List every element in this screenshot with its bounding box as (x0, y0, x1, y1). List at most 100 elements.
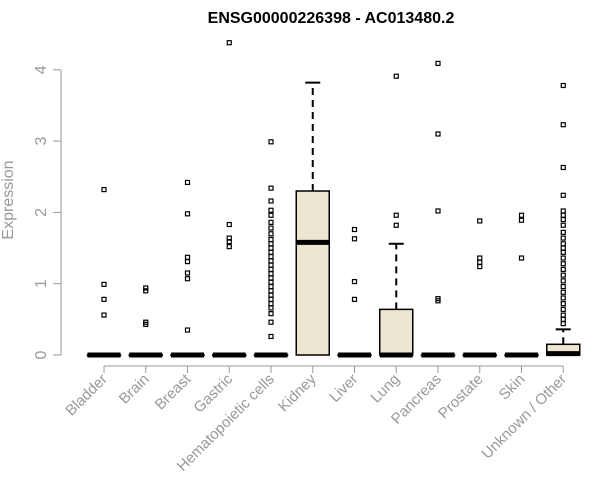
outlier-point (560, 261, 566, 267)
outlier-point (560, 272, 566, 278)
box-brain (128, 285, 163, 358)
outlier-point (268, 198, 274, 204)
outlier-point (560, 266, 566, 273)
x-category-label: Bladder (62, 371, 111, 420)
outlier-point (351, 226, 358, 233)
outlier-point (268, 185, 274, 191)
outlier-point (351, 296, 358, 302)
y-tick-label: 4 (33, 65, 50, 74)
outlier-point (268, 207, 274, 213)
outlier-point (560, 301, 566, 307)
outlier-point (184, 276, 191, 282)
outlier-point (518, 255, 525, 261)
outlier-point (560, 164, 566, 171)
outlier-point (268, 139, 274, 145)
outlier-point (351, 278, 358, 285)
outlier-point (477, 259, 483, 265)
outlier-point (268, 301, 274, 307)
outlier-point (560, 208, 566, 214)
x-category-label: Brain (116, 371, 153, 408)
outlier-point (393, 222, 399, 228)
x-category-label: Skin (496, 371, 529, 404)
outlier-point (143, 288, 149, 294)
outlier-point (268, 219, 274, 225)
outlier-point (268, 275, 274, 281)
outlier-point (268, 262, 274, 268)
outlier-point (560, 283, 566, 290)
outlier-point (351, 236, 358, 242)
outlier-point (268, 311, 274, 317)
outlier-point (184, 179, 191, 186)
outlier-point (143, 321, 149, 327)
outlier-point (560, 312, 566, 318)
outlier-point (184, 258, 191, 265)
y-tick-label: 2 (33, 208, 50, 217)
outlier-point (101, 186, 107, 193)
outlier-point (184, 270, 191, 276)
outlier-point (560, 222, 566, 228)
outlier-point (268, 271, 274, 277)
outlier-point (477, 263, 483, 270)
outlier-point (560, 295, 566, 301)
outlier-point (435, 298, 441, 304)
outlier-point (268, 258, 274, 264)
y-tick-label: 0 (33, 350, 50, 359)
outlier-point (560, 82, 566, 89)
outlier-point (268, 296, 274, 302)
outlier-point (435, 60, 441, 66)
outlier-point (268, 254, 274, 260)
outlier-point (560, 216, 566, 223)
y-tick-label: 1 (33, 279, 50, 288)
outlier-point (226, 40, 232, 46)
x-category-label: Kidney (275, 370, 320, 415)
outlier-point (101, 312, 107, 318)
outlier-point (184, 211, 191, 217)
outlier-point (268, 305, 274, 311)
outlier-point (268, 283, 274, 290)
outlier-point (477, 255, 483, 261)
outlier-point (268, 249, 274, 255)
outlier-point (560, 192, 566, 198)
outlier-point (226, 239, 232, 245)
outlier-point (518, 217, 525, 223)
box-hematopoietic-cells (253, 139, 289, 358)
outlier-point (101, 281, 107, 288)
x-category-label: Breast (152, 370, 195, 413)
y-axis-label: Expression (0, 160, 17, 239)
outlier-point (560, 278, 566, 284)
box-iqr (379, 308, 414, 356)
box-prostate (462, 218, 497, 358)
box-gastric (212, 40, 247, 358)
outlier-point (268, 266, 274, 273)
outlier-point (268, 292, 274, 298)
outlier-point (268, 245, 274, 251)
chart-title: ENSG00000226398 - AC013480.2 (208, 10, 455, 27)
outlier-point (560, 306, 566, 312)
outlier-point (268, 231, 274, 237)
x-category-label: Liver (326, 371, 361, 406)
plot-area (86, 40, 581, 358)
box-kidney (295, 81, 330, 356)
outlier-point (268, 333, 274, 340)
outlier-point (560, 316, 566, 322)
outlier-point (560, 321, 566, 327)
outlier-point (393, 212, 399, 218)
outlier-point (560, 249, 566, 255)
box-unknown-other (546, 82, 581, 357)
box-pancreas (420, 60, 456, 358)
outlier-point (560, 212, 566, 218)
outlier-point (560, 245, 566, 251)
outlier-point (268, 279, 274, 285)
box-skin (504, 212, 539, 358)
x-category-label: Prostate (435, 371, 487, 423)
outlier-point (268, 212, 274, 218)
outlier-point (477, 218, 483, 224)
box-iqr (295, 190, 330, 356)
outlier-point (560, 235, 566, 241)
y-axis: 0 1 2 3 4 (33, 65, 62, 359)
outlier-point (184, 254, 191, 260)
outlier-point (560, 122, 566, 128)
outlier-point (268, 288, 274, 294)
